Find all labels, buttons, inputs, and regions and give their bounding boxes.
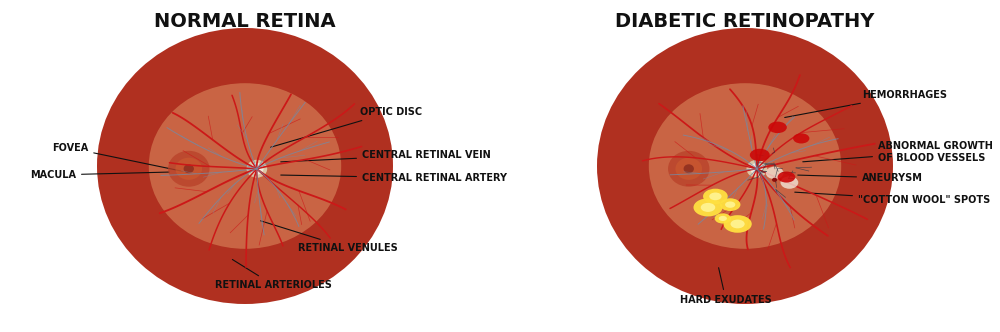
Ellipse shape (793, 133, 809, 143)
Ellipse shape (725, 202, 735, 208)
Ellipse shape (109, 39, 381, 293)
Ellipse shape (650, 78, 840, 254)
Ellipse shape (689, 114, 801, 218)
Text: NORMAL RETINA: NORMAL RETINA (154, 12, 336, 31)
Ellipse shape (246, 160, 267, 178)
Ellipse shape (668, 94, 822, 238)
Text: MACULA: MACULA (30, 170, 169, 180)
Ellipse shape (649, 83, 841, 249)
Ellipse shape (715, 213, 731, 223)
Ellipse shape (731, 219, 745, 228)
Ellipse shape (597, 28, 893, 304)
Ellipse shape (723, 215, 752, 233)
Ellipse shape (175, 158, 202, 180)
Text: HARD EXUDATES: HARD EXUDATES (680, 268, 772, 305)
Ellipse shape (772, 178, 777, 182)
Ellipse shape (168, 94, 322, 238)
Text: "COTTON WOOL" SPOTS: "COTTON WOOL" SPOTS (795, 192, 990, 205)
Text: FOVEA: FOVEA (52, 143, 183, 171)
Text: CENTRAL RETINAL VEIN: CENTRAL RETINAL VEIN (281, 150, 491, 162)
Text: RETINAL ARTERIOLES: RETINAL ARTERIOLES (215, 260, 332, 290)
Ellipse shape (134, 62, 356, 270)
Ellipse shape (778, 172, 795, 183)
Ellipse shape (684, 164, 694, 173)
Ellipse shape (150, 78, 340, 254)
Ellipse shape (768, 122, 787, 133)
Ellipse shape (693, 199, 723, 216)
Text: RETINAL VENULES: RETINAL VENULES (261, 221, 398, 253)
Ellipse shape (753, 166, 761, 172)
Ellipse shape (675, 158, 702, 180)
Ellipse shape (121, 50, 369, 282)
Text: ABNORMAL GROWTH
OF BLOOD VESSELS: ABNORMAL GROWTH OF BLOOD VESSELS (803, 141, 993, 163)
Ellipse shape (709, 193, 722, 200)
Ellipse shape (189, 114, 301, 218)
Ellipse shape (781, 176, 798, 189)
Ellipse shape (701, 203, 715, 212)
Text: DIABETIC RETINOPATHY: DIABETIC RETINOPATHY (615, 12, 875, 31)
Text: HEMORRHAGES: HEMORRHAGES (785, 90, 947, 118)
Ellipse shape (621, 50, 869, 282)
Ellipse shape (668, 151, 709, 187)
Ellipse shape (703, 189, 728, 204)
Ellipse shape (634, 62, 856, 270)
Text: OPTIC DISC: OPTIC DISC (271, 107, 422, 147)
Ellipse shape (97, 28, 393, 304)
Ellipse shape (750, 149, 770, 161)
Ellipse shape (746, 160, 767, 178)
Ellipse shape (250, 163, 264, 175)
Text: ANEURYSM: ANEURYSM (798, 173, 923, 183)
Ellipse shape (253, 166, 261, 172)
Ellipse shape (184, 164, 194, 173)
Ellipse shape (720, 198, 740, 211)
Ellipse shape (750, 163, 764, 175)
Ellipse shape (168, 151, 209, 187)
Ellipse shape (719, 216, 727, 221)
Ellipse shape (149, 83, 341, 249)
Ellipse shape (609, 39, 881, 293)
Text: CENTRAL RETINAL ARTERY: CENTRAL RETINAL ARTERY (281, 173, 507, 183)
Ellipse shape (766, 167, 783, 179)
